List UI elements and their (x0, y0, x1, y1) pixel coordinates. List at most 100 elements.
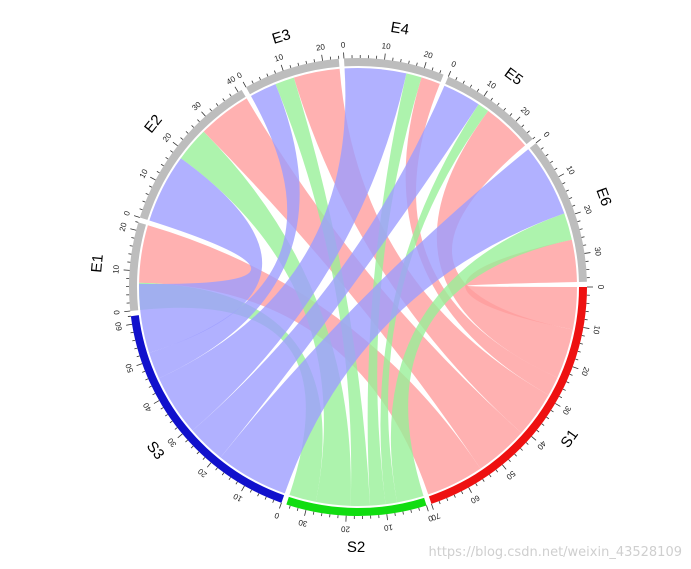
tick-mark (136, 355, 140, 358)
tick-mark (469, 84, 473, 88)
tick-mark (495, 469, 499, 473)
tick-mark (228, 477, 231, 481)
tick-mark (257, 493, 260, 497)
tick-mark (196, 451, 200, 455)
tick-mark (558, 173, 565, 178)
tick-mark (222, 98, 225, 102)
tick-mark (468, 487, 472, 493)
tick-mark (577, 220, 581, 223)
tick-mark (130, 228, 137, 231)
tick-mark (400, 58, 402, 63)
tick-label: 10 (381, 41, 391, 51)
tick-mark (139, 208, 143, 211)
tick-mark (514, 453, 517, 457)
tick-mark (264, 496, 267, 500)
tick-mark (520, 448, 523, 451)
chord-link-s2-e6 (390, 213, 572, 503)
tick-mark (180, 137, 184, 140)
chord-link-s1-e3 (293, 68, 549, 433)
tick-mark (555, 403, 561, 407)
tick-mark (296, 507, 299, 512)
tick-mark (584, 252, 591, 254)
tick-mark (241, 485, 245, 492)
tick-label: 0 (450, 59, 458, 69)
tick-mark (202, 457, 206, 460)
tick-mark (234, 86, 239, 93)
tick-mark (150, 176, 156, 181)
chord-link-s3-e4 (158, 68, 407, 431)
tick-label: 50 (504, 469, 517, 482)
tick-label: 10 (383, 522, 394, 532)
tick-mark (126, 323, 133, 326)
sector-track-e2 (139, 89, 246, 220)
sector-label-e3: E3 (270, 26, 293, 48)
tick-mark (572, 204, 576, 207)
sector-track-e4 (343, 58, 444, 83)
tick-mark (426, 505, 429, 512)
tick-mark (581, 236, 585, 238)
tick-mark (132, 339, 136, 342)
tick-mark (535, 138, 541, 144)
tick-label: 20 (315, 42, 326, 52)
tick-label: 0 (542, 130, 552, 140)
tick-mark (423, 61, 427, 68)
chord-link-s2-e3 (275, 77, 371, 506)
chord-link-s3-e5 (192, 85, 479, 458)
tick-mark (536, 429, 540, 433)
tick-mark (482, 478, 485, 482)
tick-mark (313, 59, 315, 63)
sector-label-e4: E4 (389, 19, 410, 39)
tick-label: 10 (485, 78, 498, 91)
sector-label-s2: S2 (347, 539, 365, 556)
tick-mark (431, 67, 434, 71)
tick-mark (280, 64, 284, 71)
tick-mark (274, 70, 276, 74)
tick-mark (386, 514, 388, 521)
tick-label: 0 (273, 510, 281, 520)
tick-mark (416, 62, 418, 66)
tick-mark (197, 119, 200, 123)
sector-track-e1 (129, 222, 146, 312)
tick-mark (160, 407, 164, 410)
tick-mark (408, 60, 410, 64)
tick-mark (221, 472, 225, 476)
tick-mark (190, 445, 194, 449)
tick-mark (134, 347, 138, 350)
tick-mark (289, 65, 292, 69)
tick-mark (149, 185, 153, 188)
tick-mark (509, 113, 513, 116)
sector-label-e5: E5 (501, 64, 526, 89)
tick-label: 40 (535, 439, 548, 452)
tick-mark (152, 393, 156, 396)
tick-mark (160, 163, 164, 167)
tick-mark (156, 170, 160, 174)
tick-mark (145, 193, 149, 195)
tick-mark (438, 501, 441, 505)
tick-mark (251, 80, 254, 84)
tick-mark (304, 509, 307, 516)
tick-mark (562, 182, 566, 185)
sector-track-e5 (445, 76, 533, 145)
tick-label: 30 (593, 246, 603, 257)
tick-mark (503, 107, 506, 111)
tick-mark (489, 474, 492, 478)
tick-mark (177, 433, 183, 439)
chord-link-s1-e4 (405, 77, 558, 395)
tick-mark (165, 157, 169, 160)
tick-mark (461, 491, 464, 495)
tick-label: 20 (423, 49, 435, 60)
tick-label: 40 (225, 74, 238, 87)
tick-mark (515, 116, 521, 122)
tick-mark (130, 331, 134, 334)
tick-mark (541, 423, 545, 426)
tick-mark (174, 427, 178, 430)
tick-mark (172, 141, 178, 147)
tick-mark (145, 378, 149, 381)
tick-mark (581, 335, 585, 337)
tick-mark (249, 489, 252, 493)
sector-track-e3 (246, 58, 340, 95)
tick-mark (384, 53, 386, 60)
tick-mark (574, 211, 581, 215)
tick-mark (321, 54, 323, 61)
tick-mark (135, 221, 139, 223)
